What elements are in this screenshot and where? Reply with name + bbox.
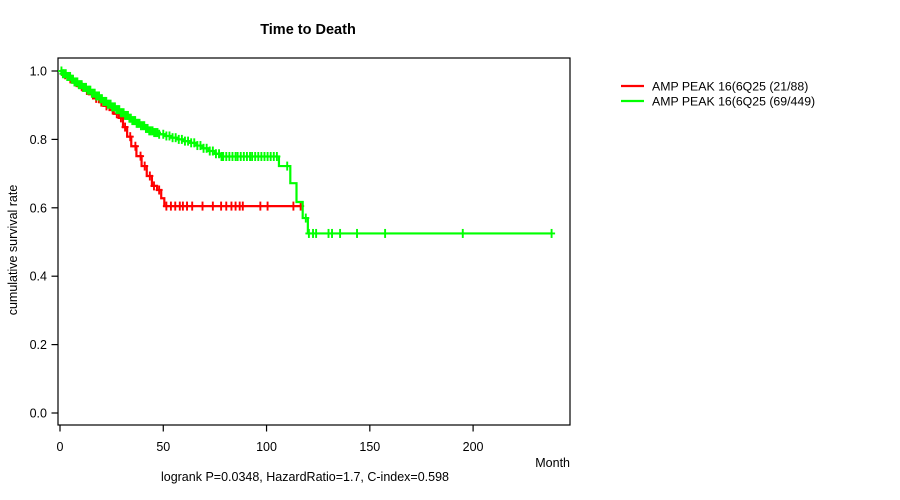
chart-title: Time to Death bbox=[260, 22, 356, 38]
plot-frame bbox=[57, 57, 571, 426]
y-tick-label: 0.6 bbox=[30, 201, 47, 215]
x-axis-ticks: 0 50 100 150 200 bbox=[57, 425, 484, 454]
y-tick-label: 0.4 bbox=[30, 270, 47, 284]
y-tick-label: 0.2 bbox=[30, 338, 47, 352]
x-tick-label: 150 bbox=[359, 440, 380, 454]
km-step-line bbox=[60, 69, 552, 235]
legend: AMP PEAK 16(6Q25 (21/88) AMP PEAK 16(6Q2… bbox=[621, 80, 815, 109]
survival-curve-green bbox=[57, 66, 556, 238]
survival-curves bbox=[57, 66, 556, 238]
x-tick-label: 200 bbox=[463, 440, 484, 454]
stats-footnote: logrank P=0.0348, HazardRatio=1.7, C-ind… bbox=[161, 470, 449, 484]
y-tick-label: 1.0 bbox=[30, 65, 47, 79]
x-axis-label: Month bbox=[535, 456, 570, 470]
legend-label-green: AMP PEAK 16(6Q25 (69/449) bbox=[652, 95, 815, 109]
x-tick-label: 0 bbox=[57, 440, 64, 454]
x-tick-label: 50 bbox=[156, 440, 170, 454]
y-tick-label: 0.0 bbox=[30, 407, 47, 421]
y-tick-label: 0.8 bbox=[30, 133, 47, 147]
censor-marks bbox=[57, 66, 556, 238]
x-tick-label: 100 bbox=[256, 440, 277, 454]
y-axis-ticks: 0.0 0.2 0.4 0.6 0.8 1.0 bbox=[30, 65, 58, 421]
legend-label-red: AMP PEAK 16(6Q25 (21/88) bbox=[652, 80, 808, 94]
y-axis-label: cumulative survival rate bbox=[6, 185, 20, 316]
